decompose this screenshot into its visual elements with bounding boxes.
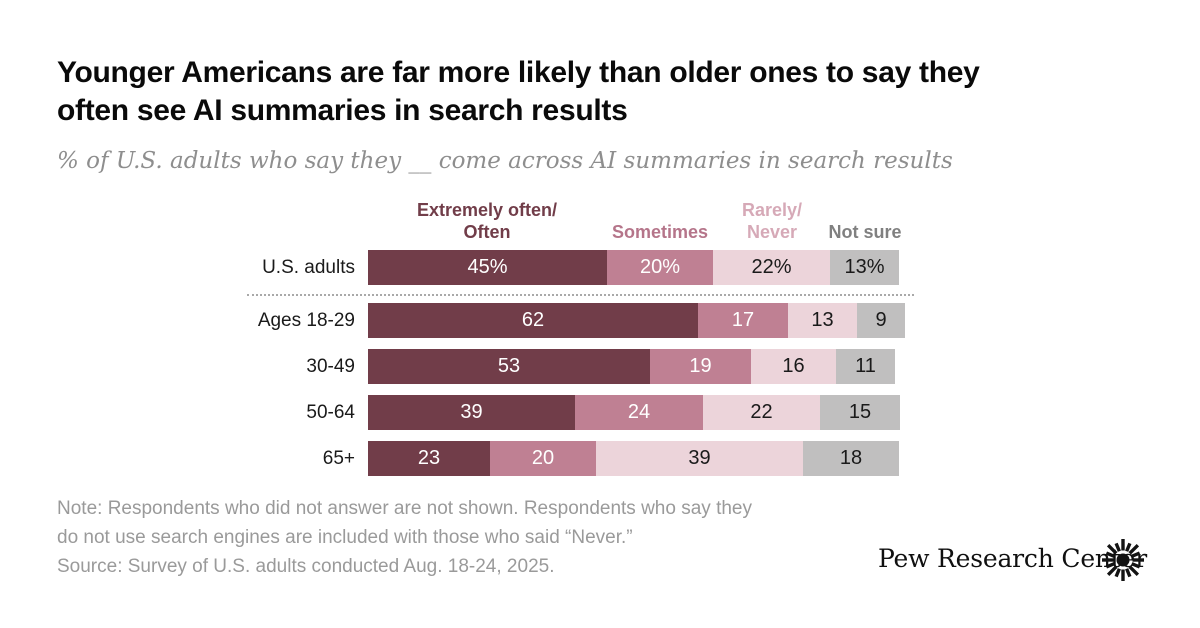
row-label: 65+ [322,448,355,469]
bar-row: Ages 18-29 62 17 13 9 [0,303,1200,338]
bar-segment-extremely-often: 23 [368,441,490,476]
bar-row: U.S. adults 45% 20% 22% 13% [0,250,1200,285]
title-line-2: often see AI summaries in search results [57,94,628,127]
legend-sometimes: Sometimes [575,221,745,243]
legend-label-line: Extremely often/ [416,200,558,220]
bar-segment-not-sure: 15 [820,395,900,430]
bar-segment-not-sure: 13% [830,250,899,285]
bar-segment-rarely-never: 16 [751,349,836,384]
legend-label-line: Often [463,222,511,242]
row-label: U.S. adults [262,257,355,278]
bar-row: 30-49 53 19 16 11 [0,349,1200,384]
legend-rarely-never: Rarely/ Never [712,199,832,243]
bar-segment-extremely-often: 62 [368,303,698,338]
source-line: Source: Survey of U.S. adults conducted … [57,556,555,577]
bar-segment-rarely-never: 39 [596,441,803,476]
note-line-2: do not use search engines are included w… [57,527,633,548]
bar-segment-extremely-often: 39 [368,395,575,430]
bar-segment-sometimes: 24 [575,395,703,430]
bar-row: 50-64 39 24 22 15 [0,395,1200,430]
row-label: Ages 18-29 [257,310,355,331]
footnote: Note: Respondents who did not answer are… [57,494,917,581]
note-line-1: Note: Respondents who did not answer are… [57,498,752,519]
bar-segment-not-sure: 18 [803,441,899,476]
bar-segment-extremely-often: 45% [368,250,607,285]
legend-extremely-often: Extremely often/ Often [377,199,597,243]
bar-segment-not-sure: 9 [857,303,905,338]
row-label: 50-64 [306,402,355,423]
bar-segment-not-sure: 11 [836,349,895,384]
legend-label-line: Rarely/ [741,200,803,220]
bar-segment-rarely-never: 13 [788,303,857,338]
title-line-1: Younger Americans are far more likely th… [57,56,980,89]
legend-label-line: Never [746,222,798,242]
bar-segment-sometimes: 17 [698,303,788,338]
row-label: 30-49 [306,356,355,377]
legend-not-sure: Not sure [805,221,925,243]
legend-label-line: Not sure [828,222,902,242]
bar-row: 65+ 23 20 39 18 [0,441,1200,476]
bar-segment-sometimes: 19 [650,349,751,384]
bar-segment-rarely-never: 22 [703,395,820,430]
bar-segment-rarely-never: 22% [713,250,830,285]
chart-subtitle: % of U.S. adults who say they __ come ac… [57,148,953,174]
bar-segment-sometimes: 20 [490,441,596,476]
page-title: Younger Americans are far more likely th… [57,54,1097,130]
bar-segment-sometimes: 20% [607,250,713,285]
bar-segment-extremely-often: 53 [368,349,650,384]
pew-sunburst-icon [1100,537,1146,583]
legend-label-line: Sometimes [611,222,709,242]
dotted-separator [247,294,914,296]
